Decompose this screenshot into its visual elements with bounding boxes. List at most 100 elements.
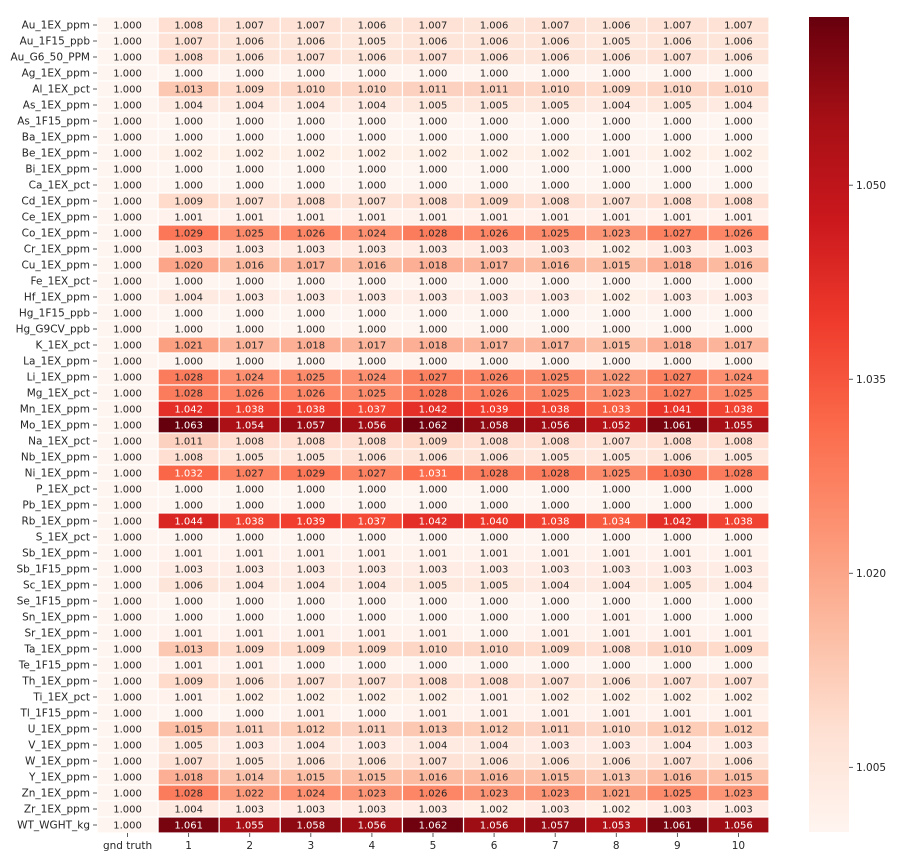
cell-value-label: 1.018 [174,773,203,784]
y-tick-label: Be_1EX_ppm [22,148,90,160]
y-tick-label: Li_1EX_ppm [27,372,90,384]
cell-value-label: 1.000 [113,549,142,560]
cell-value-label: 1.012 [480,725,509,736]
cell-value-label: 1.009 [480,197,509,208]
cell-value-label: 1.002 [358,149,387,160]
cell-value-label: 1.061 [663,421,692,432]
cell-value-label: 1.006 [663,453,692,464]
cell-value-label: 1.000 [663,501,692,512]
y-tick-label: Ag_1EX_ppm [22,68,90,80]
cell-value-label: 1.000 [480,181,509,192]
cell-value-label: 1.006 [358,21,387,32]
cell-value-label: 1.009 [541,645,570,656]
cell-value-label: 1.002 [663,149,692,160]
cell-value-label: 1.000 [174,181,203,192]
cell-value-label: 1.005 [541,453,570,464]
cell-value-label: 1.005 [419,101,448,112]
cell-value-label: 1.000 [419,309,448,320]
cell-value-label: 1.007 [296,53,325,64]
cell-value-label: 1.000 [724,309,753,320]
heatmap-cell-labels: 1.000 1.008 1.007 1.007 1.006 1.007 1.006 1.007… [113,21,753,832]
cell-value-label: 1.000 [541,117,570,128]
cell-value-label: 1.000 [113,245,142,256]
cell-value-label: 1.000 [113,389,142,400]
cell-value-label: 1.000 [113,405,142,416]
cell-value-label: 1.003 [358,245,387,256]
cell-value-label: 1.001 [480,549,509,560]
cell-value-label: 1.000 [358,133,387,144]
cell-value-label: 1.003 [296,565,325,576]
cell-value-label: 1.000 [358,533,387,544]
cell-value-label: 1.000 [663,165,692,176]
y-tick-label: Mg_1EX_pct [27,388,90,400]
cell-value-label: 1.027 [235,469,264,480]
cell-value-label: 1.000 [113,373,142,384]
cell-value-label: 1.027 [663,229,692,240]
y-tick-label: Hg_G9CV_ppb [16,324,91,336]
cell-value-label: 1.000 [113,341,142,352]
y-tick-label: Cr_1EX_ppm [24,244,90,256]
y-tick-label: WT_WGHT_kg [17,820,90,832]
cell-value-label: 1.007 [174,37,203,48]
cell-value-label: 1.000 [602,277,631,288]
y-tick-label: Zr_1EX_ppm [24,804,90,816]
x-tick-label: 5 [430,840,437,852]
y-tick-label: K_1EX_pct [36,340,90,352]
cell-value-label: 1.000 [663,133,692,144]
cell-value-label: 1.001 [663,629,692,640]
y-tick-label: Ce_1EX_ppm [22,212,90,224]
cell-value-label: 1.000 [541,613,570,624]
cell-value-label: 1.000 [358,69,387,80]
cell-value-label: 1.000 [480,69,509,80]
cell-value-label: 1.001 [235,629,264,640]
cell-value-label: 1.000 [296,117,325,128]
cell-value-label: 1.000 [296,277,325,288]
cell-value-label: 1.009 [235,645,264,656]
cell-value-label: 1.000 [113,741,142,752]
cell-value-label: 1.005 [663,101,692,112]
cell-value-label: 1.000 [663,325,692,336]
colorbar-tick-label: 1.020 [856,568,886,580]
cell-value-label: 1.000 [235,325,264,336]
cell-value-label: 1.000 [113,101,142,112]
y-tick-label: Hg_1F15_ppb [19,308,90,320]
cell-value-label: 1.001 [541,709,570,720]
cell-value-label: 1.008 [296,197,325,208]
cell-value-label: 1.007 [419,757,448,768]
cell-value-label: 1.000 [113,517,142,528]
cell-value-label: 1.003 [419,565,448,576]
cell-value-label: 1.007 [235,21,264,32]
cell-value-label: 1.000 [113,53,142,64]
cell-value-label: 1.003 [541,805,570,816]
cell-value-label: 1.000 [174,325,203,336]
cell-value-label: 1.017 [480,341,509,352]
cell-value-label: 1.007 [174,757,203,768]
colorbar-ticks: 1.005 1.020 1.035 1.050 [849,180,886,774]
cell-value-label: 1.000 [235,709,264,720]
cell-value-label: 1.000 [235,533,264,544]
cell-value-label: 1.000 [174,597,203,608]
cell-value-label: 1.009 [419,437,448,448]
cell-value-label: 1.003 [724,565,753,576]
cell-value-label: 1.000 [296,325,325,336]
cell-value-label: 1.009 [602,85,631,96]
y-tick-label: Zn_1EX_ppm [22,788,90,800]
cell-value-label: 1.005 [663,581,692,592]
cell-value-label: 1.002 [358,693,387,704]
cell-value-label: 1.058 [296,821,325,832]
y-tick-label: Bi_1EX_ppm [25,164,90,176]
cell-value-label: 1.004 [174,101,203,112]
cell-value-label: 1.000 [602,501,631,512]
cell-value-label: 1.026 [235,389,264,400]
cell-value-label: 1.016 [358,261,387,272]
cell-value-label: 1.056 [358,821,387,832]
cell-value-label: 1.000 [724,165,753,176]
cell-value-label: 1.000 [419,181,448,192]
y-axis-labels: Au_1EX_ppm Au_1F15_ppb Au_G6_50_PPM Ag_1EX_… [11,20,97,832]
cell-value-label: 1.002 [235,149,264,160]
cell-value-label: 1.008 [480,677,509,688]
cell-value-label: 1.004 [602,581,631,592]
cell-value-label: 1.027 [419,373,448,384]
cell-value-label: 1.000 [296,69,325,80]
cell-value-label: 1.000 [480,485,509,496]
